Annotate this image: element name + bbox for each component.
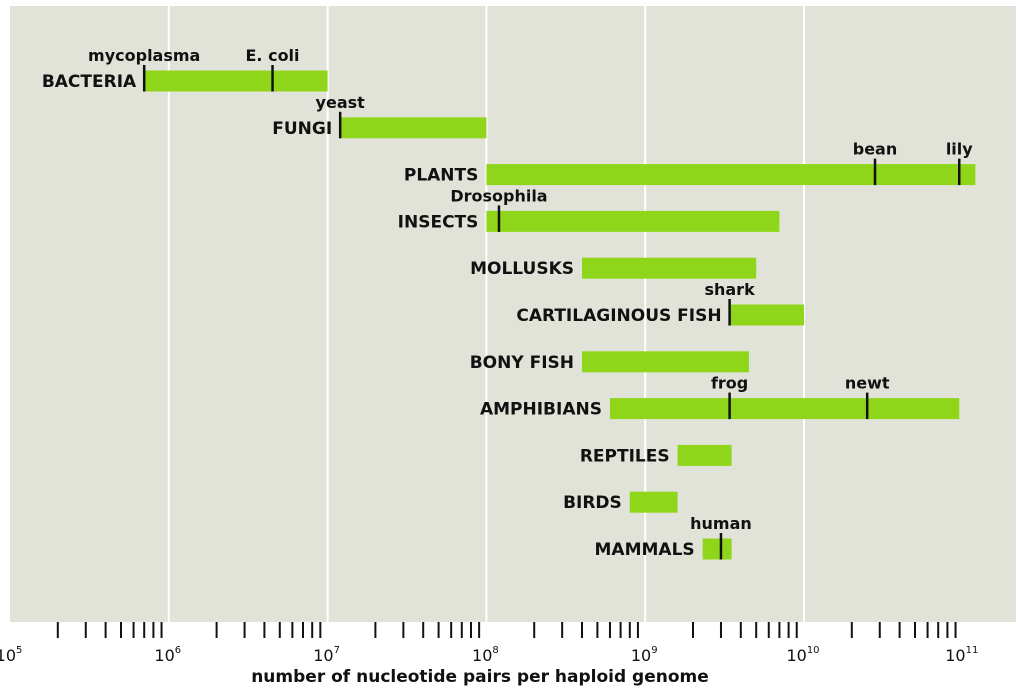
- range-bar-reptiles: [677, 444, 732, 466]
- category-label-birds: BIRDS: [563, 493, 622, 513]
- plot-background: [10, 6, 1016, 622]
- marker-label-yeast: yeast: [316, 93, 366, 112]
- category-label-cartilaginous-fish: CARTILAGINOUS FISH: [516, 306, 721, 326]
- category-label-bacteria: BACTERIA: [42, 72, 137, 92]
- category-label-fungi: FUNGI: [272, 119, 332, 139]
- tick-label-1e9: 109: [631, 645, 658, 665]
- tick-label-1e10: 1010: [786, 645, 819, 665]
- category-label-reptiles: REPTILES: [580, 446, 670, 466]
- tick-label-1e8: 108: [472, 645, 499, 665]
- marker-label-frog: frog: [711, 374, 748, 393]
- range-bar-cartilaginous-fish: [729, 304, 804, 326]
- tick-label-1e5: 105: [0, 645, 22, 665]
- category-label-mollusks: MOLLUSKS: [470, 259, 574, 279]
- category-label-plants: PLANTS: [404, 166, 479, 186]
- range-bar-birds: [629, 491, 678, 513]
- category-label-insects: INSECTS: [398, 212, 479, 232]
- marker-label-mycoplasma: mycoplasma: [88, 46, 200, 65]
- marker-label-newt: newt: [845, 374, 890, 393]
- range-bar-bacteria: [144, 70, 328, 92]
- category-label-amphibians: AMPHIBIANS: [480, 400, 602, 420]
- range-bar-plants: [486, 164, 976, 186]
- range-bar-bony-fish: [582, 351, 749, 373]
- marker-label-human: human: [690, 514, 752, 533]
- category-label-mammals: MAMMALS: [595, 540, 695, 560]
- marker-label-e-coli: E. coli: [246, 46, 300, 65]
- tick-label-1e11: 1011: [945, 645, 978, 665]
- x-axis-label: number of nucleotide pairs per haploid g…: [251, 667, 709, 687]
- range-bar-fungi: [340, 117, 487, 139]
- range-bar-amphibians: [609, 398, 960, 420]
- range-bar-mollusks: [582, 257, 757, 279]
- tick-label-1e6: 106: [154, 645, 181, 665]
- range-bar-mammals: [702, 538, 732, 560]
- marker-label-drosophila: Drosophila: [450, 186, 547, 205]
- marker-label-lily: lily: [946, 140, 973, 159]
- marker-label-shark: shark: [704, 280, 755, 299]
- tick-label-1e7: 107: [313, 645, 340, 665]
- category-label-bony-fish: BONY FISH: [470, 353, 574, 373]
- range-bar-insects: [486, 210, 780, 232]
- marker-label-bean: bean: [853, 140, 898, 159]
